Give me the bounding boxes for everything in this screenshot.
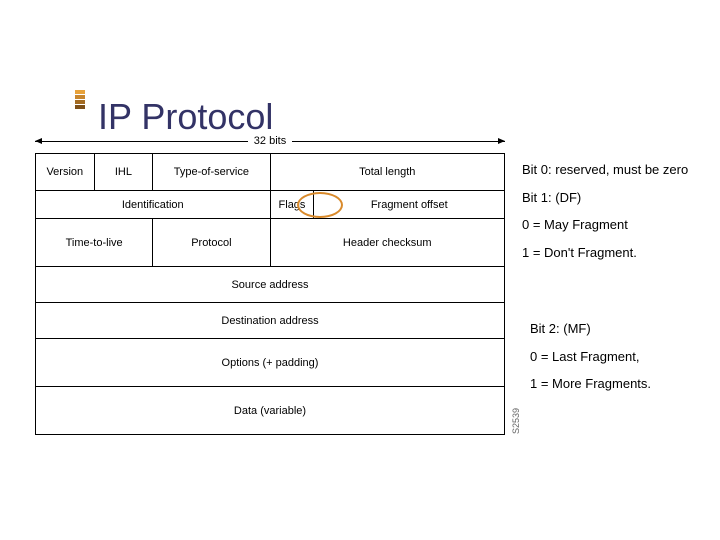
header-field: Protocol: [153, 219, 270, 267]
header-field: Options (+ padding): [36, 339, 505, 387]
header-field: Destination address: [36, 303, 505, 339]
header-field: Data (variable): [36, 387, 505, 435]
note-line: Bit 2: (MF): [530, 321, 710, 337]
flag-bits-notes-2: Bit 2: (MF) 0 = Last Fragment, 1 = More Fr…: [530, 321, 710, 404]
figure-id-label: S2539: [511, 408, 521, 434]
header-field: Time-to-live: [36, 219, 153, 267]
width-label-text: 32 bits: [248, 135, 292, 147]
flags-highlight-circle: [297, 192, 343, 218]
header-field: Type-of-service: [153, 154, 270, 191]
page-title: IP Protocol: [98, 96, 273, 138]
header-field: IHL: [94, 154, 153, 191]
header-field: Total length: [270, 154, 505, 191]
ip-header-diagram: 32 bits VersionIHLType-of-serviceTotal l…: [35, 153, 505, 435]
note-line: Bit 1: (DF): [522, 190, 702, 206]
note-line: Bit 0: reserved, must be zero: [522, 162, 702, 178]
flag-bits-notes-1: Bit 0: reserved, must be zero Bit 1: (DF)…: [522, 162, 702, 272]
header-field: Source address: [36, 267, 505, 303]
note-line: 1 = Don't Fragment.: [522, 245, 702, 261]
header-field: Version: [36, 154, 95, 191]
header-field: Identification: [36, 191, 271, 219]
title-bullet-accent: [75, 90, 85, 110]
note-line: 0 = Last Fragment,: [530, 349, 710, 365]
note-line: 0 = May Fragment: [522, 217, 702, 233]
width-indicator: 32 bits: [35, 135, 505, 147]
header-field: Header checksum: [270, 219, 505, 267]
ip-header-table: VersionIHLType-of-serviceTotal lengthIde…: [35, 153, 505, 435]
note-line: 1 = More Fragments.: [530, 376, 710, 392]
